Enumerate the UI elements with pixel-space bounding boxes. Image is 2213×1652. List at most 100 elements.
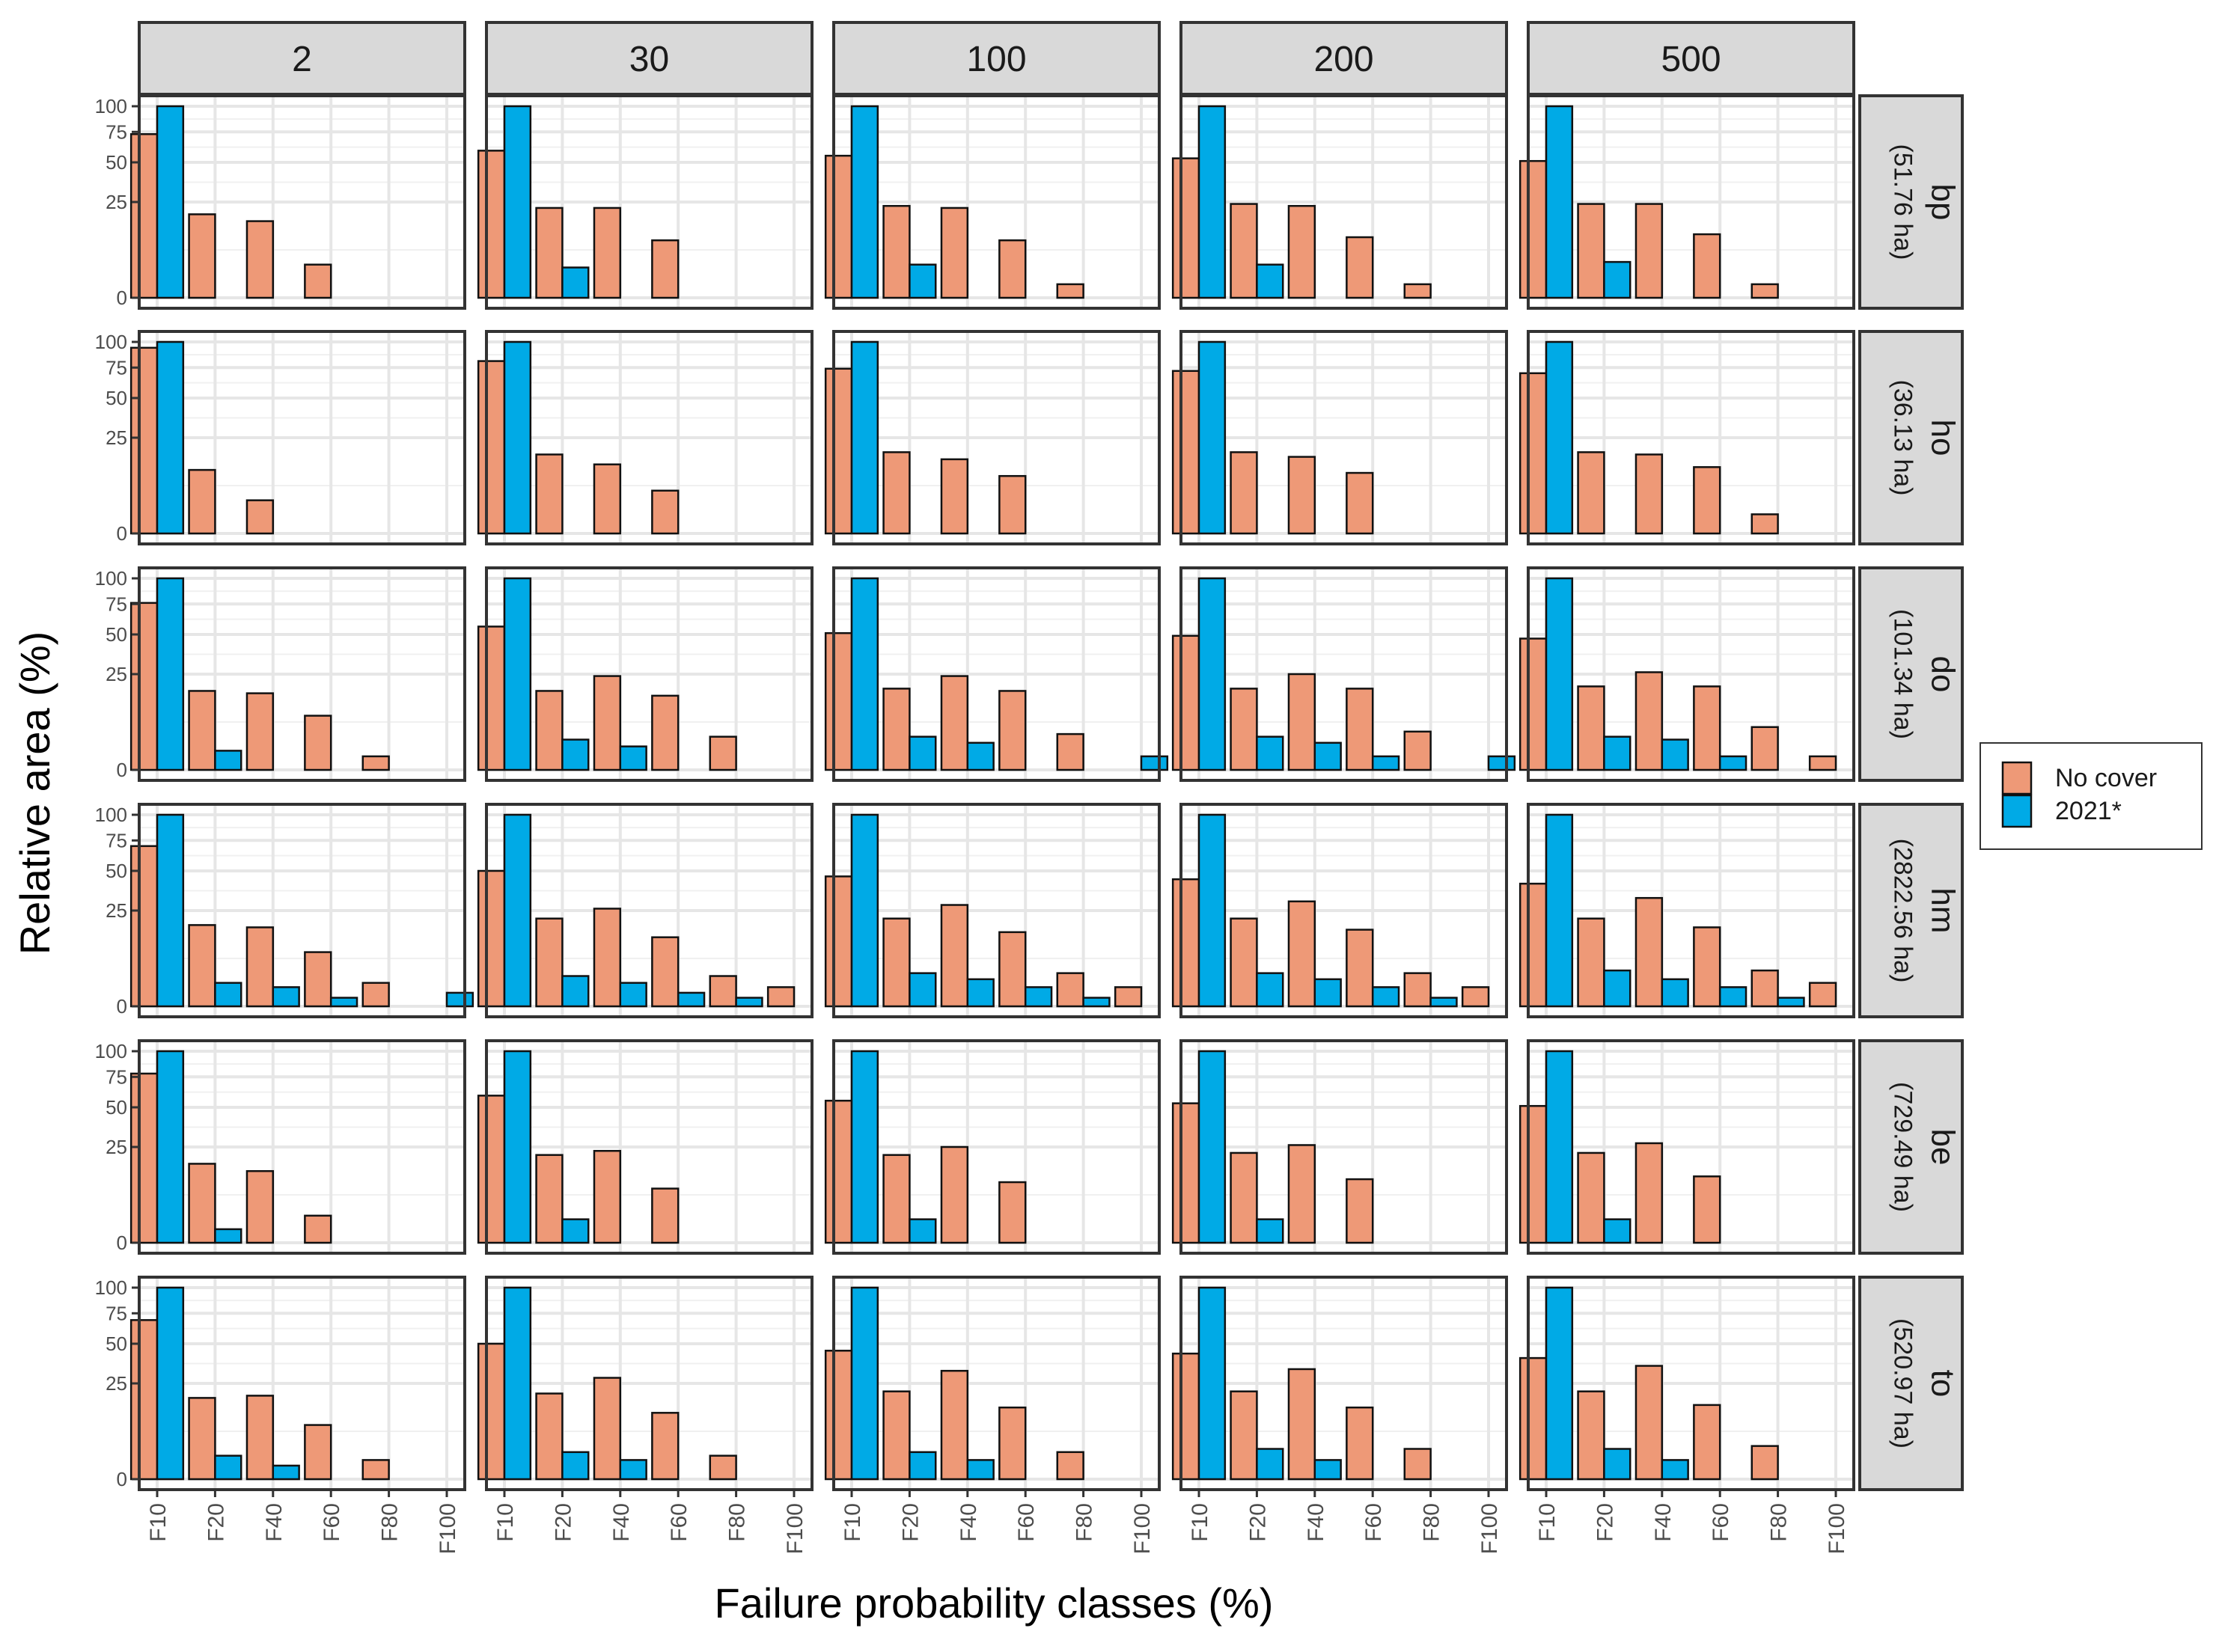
y-tick-label: 100 [95, 804, 127, 826]
bar-be-30-F60-no-cover [651, 1187, 680, 1244]
bar-to-100-F20-2021 [909, 1451, 937, 1481]
bar-do-200-F60-2021 [1371, 755, 1400, 771]
y-tick-label: 25 [106, 191, 127, 213]
bar-to-30-F20-no-cover [535, 1392, 564, 1481]
panel-border [1179, 566, 1508, 782]
bar-hm-30-F80-no-cover [709, 975, 737, 1008]
column-strip-200: 200 [1179, 21, 1508, 96]
row-strip-ho: ho (36.13 ha) [1858, 330, 1964, 545]
panel-hm-100 [824, 803, 1161, 1018]
bar-hm-100-F80-2021 [1082, 997, 1111, 1008]
column-strip-30: 30 [485, 21, 814, 96]
bar-hm-500-F40-2021 [1661, 978, 1689, 1008]
x-axis-title: Failure probability classes (%) [715, 1579, 1274, 1627]
panels-layer [129, 94, 1855, 1491]
bar-to-2-F10-2021 [156, 1286, 185, 1481]
bar-bp-200-F20-2021 [1256, 263, 1284, 299]
bar-do-500-F20-no-cover [1577, 685, 1605, 771]
y-tick-label: 0 [117, 522, 127, 545]
panel-border [485, 1276, 814, 1491]
bar-be-200-F20-no-cover [1230, 1151, 1258, 1244]
bar-be-2-F20-2021 [214, 1228, 242, 1244]
y-tick-label: 25 [106, 1372, 127, 1395]
bar-to-30-F60-no-cover [651, 1412, 680, 1481]
legend-key-no-cover [2001, 761, 2033, 795]
bar-hm-30-F40-no-cover [593, 908, 622, 1008]
x-tick-label: F100 [1130, 1503, 1155, 1554]
panel-ho-30 [477, 330, 814, 545]
bar-to-500-F10-no-cover [1518, 1356, 1548, 1481]
bar-bp-2-F60-no-cover [304, 263, 332, 299]
panel-to-200 [1171, 1276, 1508, 1491]
bar-do-2-F40-no-cover [245, 692, 275, 771]
bar-do-30-F40-no-cover [593, 675, 622, 771]
bar-be-200-F10-no-cover [1171, 1102, 1200, 1244]
panel-be-2 [129, 1039, 466, 1255]
bar-bp-100-F10-2021 [850, 105, 879, 299]
x-tick-label: F40 [609, 1503, 634, 1542]
panel-border [832, 566, 1161, 782]
bar-to-2-F80-no-cover [361, 1459, 390, 1481]
panel-hm-200 [1171, 803, 1508, 1018]
bar-to-2-F40-2021 [272, 1464, 300, 1481]
bar-do-2-F20-no-cover [188, 690, 216, 771]
column-strip-box [138, 21, 466, 96]
bar-ho-30-F40-no-cover [593, 463, 622, 535]
bar-be-100-F10-2021 [850, 1050, 879, 1244]
row-strip-box [1858, 330, 1964, 545]
bar-be-500-F10-no-cover [1518, 1104, 1548, 1244]
row-strip-be: be (729.49 ha) [1858, 1039, 1964, 1255]
bar-be-30-F20-no-cover [535, 1154, 564, 1244]
bar-bp-100-F20-2021 [909, 263, 937, 299]
bar-do-200-F20-no-cover [1230, 688, 1258, 771]
row-strip-box [1858, 566, 1964, 782]
y-tick-label: 50 [106, 860, 127, 882]
bar-ho-200-F40-no-cover [1287, 456, 1316, 535]
bar-ho-30-F20-no-cover [535, 453, 564, 535]
bar-hm-500-F60-2021 [1718, 986, 1747, 1008]
bar-do-30-F20-2021 [561, 738, 590, 771]
panel-border [1179, 1276, 1508, 1491]
bar-be-100-F40-no-cover [940, 1145, 969, 1244]
bar-be-200-F40-no-cover [1287, 1144, 1316, 1244]
panel-border [832, 1039, 1161, 1255]
bar-to-500-F10-2021 [1545, 1286, 1574, 1481]
bar-to-200-F80-no-cover [1403, 1448, 1432, 1481]
bar-be-100-F60-no-cover [998, 1181, 1027, 1244]
column-strip-label: 200 [1313, 40, 1373, 79]
row-strip-area: (51.76 ha) [1889, 144, 1917, 260]
column-strip-label: 2 [292, 40, 312, 79]
y-tick-label: 50 [106, 1333, 127, 1355]
bar-hm-30-F60-no-cover [651, 936, 680, 1008]
legend-label-2021: 2021* [2055, 797, 2122, 825]
bar-to-500-F60-no-cover [1693, 1404, 1721, 1481]
y-tick-label: 25 [106, 426, 127, 449]
row-strip-area: (520.97 ha) [1889, 1318, 1917, 1448]
panel-border [1527, 330, 1855, 545]
bar-do-100-F20-no-cover [882, 688, 911, 771]
bar-do-30-F60-no-cover [651, 694, 680, 771]
bar-bp-2-F10-2021 [156, 105, 185, 299]
bar-to-30-F10-no-cover [477, 1342, 506, 1481]
y-tick-label: 25 [106, 1136, 127, 1158]
bar-do-500-F60-no-cover [1693, 685, 1721, 771]
legend: No cover 2021* [1980, 742, 2203, 850]
panel-do-500 [1518, 566, 1855, 782]
bar-bp-30-F60-no-cover [651, 239, 680, 299]
row-strip-area: (36.13 ha) [1889, 380, 1917, 496]
panel-border [1527, 566, 1855, 782]
x-tick-label: F10 [493, 1503, 518, 1542]
bar-be-200-F20-2021 [1256, 1218, 1284, 1244]
panel-border [1527, 1039, 1855, 1255]
bar-do-500-F100-no-cover [1808, 755, 1837, 771]
bar-hm-200-F10-2021 [1197, 813, 1227, 1008]
panel-be-30 [477, 1039, 814, 1255]
panel-border [485, 566, 814, 782]
panel-be-100 [824, 1039, 1161, 1255]
bar-hm-200-F20-no-cover [1230, 917, 1258, 1008]
y-tick-label: 100 [95, 331, 127, 353]
bar-do-100-F100-2021 [1140, 755, 1169, 771]
bar-hm-500-F100-no-cover [1808, 982, 1837, 1008]
bar-to-2-F10-no-cover [129, 1319, 159, 1481]
row-strip-bp: bp (51.76 ha) [1858, 94, 1964, 310]
